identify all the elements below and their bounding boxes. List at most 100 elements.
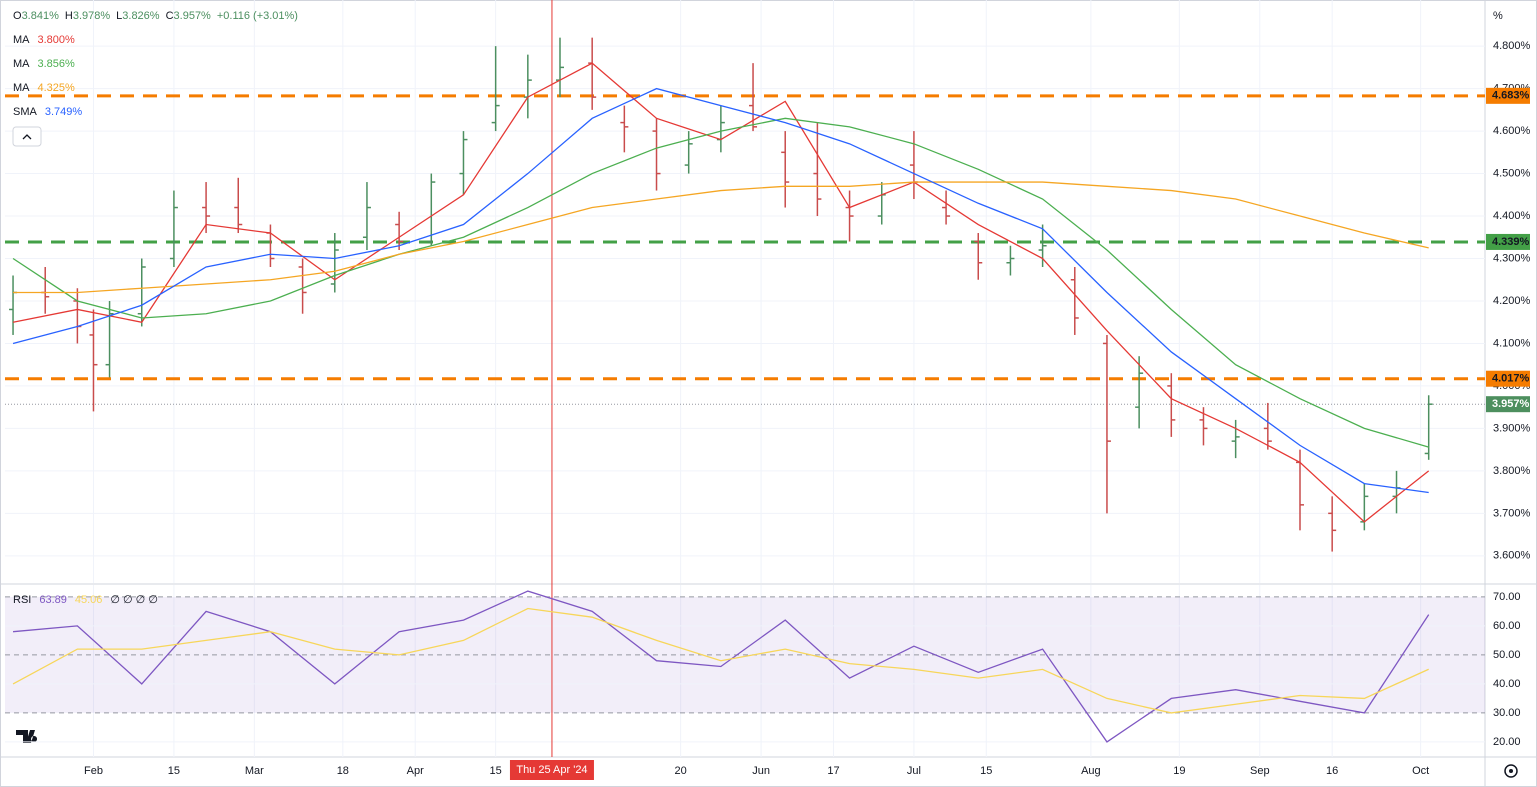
rsi-legend: RSI 63.89 45.06 ∅ ∅ ∅ ∅: [13, 594, 158, 606]
ohlc-bar: [1231, 419, 1240, 459]
legend-value: 3.749%: [45, 106, 83, 118]
ohlc-bar: [1070, 267, 1079, 335]
legend-entry: MA 4.325%: [13, 82, 75, 94]
x-tick-label: Mar: [245, 765, 264, 777]
y-tick-label: 3.700%: [1493, 507, 1531, 519]
y-tick-label: 3.800%: [1493, 465, 1531, 477]
ohlc-bar: [620, 105, 629, 153]
y-tick-label: 4.300%: [1493, 252, 1531, 264]
ohlc-prefix: C: [166, 10, 174, 22]
ohlc-bar: [459, 131, 468, 195]
ohlc-prefix: O: [13, 10, 22, 22]
crosshair-label: Thu 25 Apr '24: [516, 764, 587, 776]
ohlc-value: 3.841%: [22, 10, 60, 22]
ohlc-bar: [105, 300, 114, 378]
ohlc-bar: [298, 258, 307, 314]
y-tick-label: 4.500%: [1493, 167, 1531, 179]
ma-line: [12, 87, 1429, 494]
legend-name: MA: [13, 82, 30, 94]
rsi-value: 63.89: [39, 594, 67, 606]
ohlc-bar: [942, 190, 951, 225]
x-tick-label: 15: [490, 765, 502, 777]
level-tag-label: 4.683%: [1492, 90, 1530, 102]
collapse-box[interactable]: [12, 126, 42, 147]
rsi-tick-label: 30.00: [1493, 707, 1521, 719]
legend-value: 4.325%: [38, 82, 76, 94]
legend-entry: SMA 3.749%: [13, 106, 82, 118]
ma-line: [13, 181, 1429, 294]
last-tag: [1486, 396, 1530, 413]
tv-logo: [16, 730, 38, 743]
ohlc-bar: [684, 131, 693, 174]
ohlc-value: 3.978%: [73, 10, 111, 22]
ohlc-prefix: L: [116, 10, 122, 22]
legend-name: MA: [13, 58, 30, 70]
ohlc-bar: [89, 309, 98, 412]
ohlc-bar: [652, 118, 661, 191]
legend-entry: MA 3.800%: [13, 34, 75, 46]
y-tick-label: 4.800%: [1493, 40, 1531, 52]
level-tag: [1486, 87, 1530, 104]
rsi-line: [12, 590, 1430, 743]
ohlc-bar: [330, 233, 339, 293]
settings-button[interactable]: [1504, 764, 1518, 778]
crosshair-tag: [509, 760, 594, 780]
rsi-ma-value: 45.06: [75, 594, 103, 606]
y-tick-label: 3.900%: [1493, 422, 1531, 434]
rsi-tick-label: 40.00: [1493, 678, 1521, 690]
legend-entry: MA 3.856%: [13, 58, 75, 70]
level-tag-label: 4.339%: [1492, 236, 1530, 248]
ohlc-bar: [1424, 395, 1433, 460]
ma-line: [12, 62, 1430, 523]
x-tick-label: Jul: [907, 765, 921, 777]
x-tick-label: Jun: [752, 765, 770, 777]
ohlc-bar: [1167, 373, 1176, 437]
ohlc-bar: [234, 177, 243, 234]
ohlc-bar: [781, 131, 790, 208]
legend-name: MA: [13, 34, 30, 46]
y-tick-label: 4.400%: [1493, 210, 1531, 222]
y-tick-label: 3.600%: [1493, 550, 1531, 562]
ohlc-bar: [813, 122, 822, 217]
x-tick-label: 20: [675, 765, 687, 777]
ohlc-value: 3.957%: [174, 10, 212, 22]
x-tick-label: 17: [827, 765, 839, 777]
ohlc-bar: [169, 190, 178, 267]
ohlc-bar: [491, 46, 500, 132]
legend-name: SMA: [13, 106, 38, 118]
unit-label: %: [1493, 10, 1503, 22]
rsi-tick-label: 50.00: [1493, 649, 1521, 661]
rsi-name: RSI: [13, 594, 31, 606]
x-tick-label: 16: [1326, 765, 1338, 777]
x-tick-label: 15: [168, 765, 180, 777]
legend-value: 3.856%: [38, 58, 76, 70]
level-tag-label: 4.017%: [1492, 373, 1530, 385]
collapse-button[interactable]: [12, 126, 42, 147]
ohlc-value: 3.826%: [122, 10, 160, 22]
y-tick-label: 4.100%: [1493, 337, 1531, 349]
x-tick-label: 18: [337, 765, 349, 777]
ohlc-bar: [974, 233, 983, 280]
rsi-extra: ∅ ∅ ∅ ∅: [110, 594, 158, 606]
ohlc-header: O3.841% H3.978% L3.826% C3.957% +0.116 (+3.0…: [13, 10, 298, 22]
x-tick-label: 19: [1173, 765, 1185, 777]
ohlc-bar: [1135, 356, 1144, 429]
x-tick-label: Sep: [1250, 765, 1270, 777]
ohlc-bar: [1006, 245, 1015, 276]
x-tick-label: Apr: [407, 765, 424, 777]
collapse-chevron[interactable]: [22, 134, 32, 140]
level-tag: [1486, 370, 1530, 387]
ohlc-bar: [1328, 496, 1337, 552]
x-tick-label: 15: [980, 765, 992, 777]
ma-line: [12, 117, 1429, 448]
ohlc-bar: [427, 173, 436, 246]
rsi-tick-label: 60.00: [1493, 620, 1521, 632]
ohlc-bar: [362, 182, 371, 251]
ohlc-bar: [137, 258, 146, 327]
y-tick-label: 4.600%: [1493, 125, 1531, 137]
level-tag: [1486, 233, 1530, 250]
x-tick-label: Oct: [1412, 765, 1429, 777]
y-tick-label: 4.200%: [1493, 295, 1531, 307]
